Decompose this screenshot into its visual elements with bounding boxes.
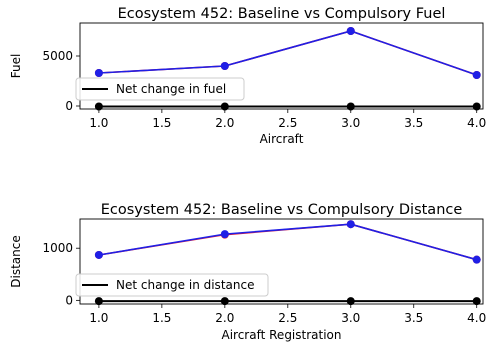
data-point-net-change: [94, 297, 103, 306]
data-point-net-change: [220, 297, 229, 306]
x-tick-label: 3.5: [404, 116, 423, 130]
legend-box: [75, 77, 245, 101]
x-tick-label: 1.5: [152, 311, 171, 325]
data-point-net-change: [472, 102, 481, 111]
data-point-compulsory: [94, 69, 103, 77]
x-tick-label: 2.0: [215, 116, 234, 130]
data-point-net-change: [472, 297, 481, 306]
x-tick-label: 3.0: [341, 311, 360, 325]
data-point-compulsory: [472, 255, 481, 264]
chart-title: Ecosystem 452: Baseline vs Compulsory Di…: [101, 202, 463, 218]
series-line-baseline: [98, 30, 477, 76]
data-point-net-change: [346, 297, 355, 306]
legend-entry: Net change in fuel: [116, 82, 226, 96]
data-point-compulsory: [94, 250, 103, 259]
data-point-net-change: [94, 102, 103, 111]
x-tick-label: 3.0: [341, 116, 360, 130]
x-tick-label: 1.0: [89, 311, 108, 325]
y-tick-label: 5000: [42, 49, 73, 63]
x-axis-label: Aircraft: [260, 132, 304, 146]
data-point-net-change: [346, 102, 355, 111]
x-tick-label: 2.5: [278, 116, 297, 130]
y-axis-label: Distance: [9, 235, 23, 287]
data-point-compulsory: [472, 71, 481, 79]
y-tick-label: 0: [65, 293, 73, 307]
x-tick-label: 4.0: [467, 116, 486, 130]
series-line-compulsory: [98, 30, 477, 76]
x-tick-label: 4.0: [467, 311, 486, 325]
x-tick-label: 1.0: [89, 116, 108, 130]
legend: Net change in fuel: [75, 77, 245, 101]
x-tick-label: 2.5: [278, 311, 297, 325]
x-tick-label: 1.5: [152, 116, 171, 130]
series-line-compulsory: [98, 223, 477, 261]
chart-2: Ecosystem 452: Baseline vs Compulsory Di…: [9, 202, 486, 342]
y-tick-label: 0: [65, 99, 73, 113]
data-point-compulsory: [346, 220, 355, 229]
data-point-compulsory: [346, 27, 355, 35]
chart-1: Ecosystem 452: Baseline vs Compulsory Fu…: [9, 6, 486, 146]
chart-title: Ecosystem 452: Baseline vs Compulsory Fu…: [118, 6, 446, 22]
x-tick-label: 2.0: [215, 311, 234, 325]
data-point-compulsory: [220, 62, 229, 70]
legend-box: [75, 273, 269, 297]
axes-frame: [79, 22, 484, 110]
data-point-net-change: [220, 102, 229, 111]
x-axis-label: Aircraft Registration: [222, 328, 342, 342]
y-tick-label: 1000: [42, 241, 73, 255]
x-tick-label: 3.5: [404, 311, 423, 325]
legend-entry: Net change in distance: [116, 278, 254, 292]
data-point-compulsory: [220, 230, 229, 239]
legend: Net change in distance: [75, 273, 269, 297]
axes-frame: [79, 218, 484, 305]
y-axis-label: Fuel: [9, 54, 23, 79]
